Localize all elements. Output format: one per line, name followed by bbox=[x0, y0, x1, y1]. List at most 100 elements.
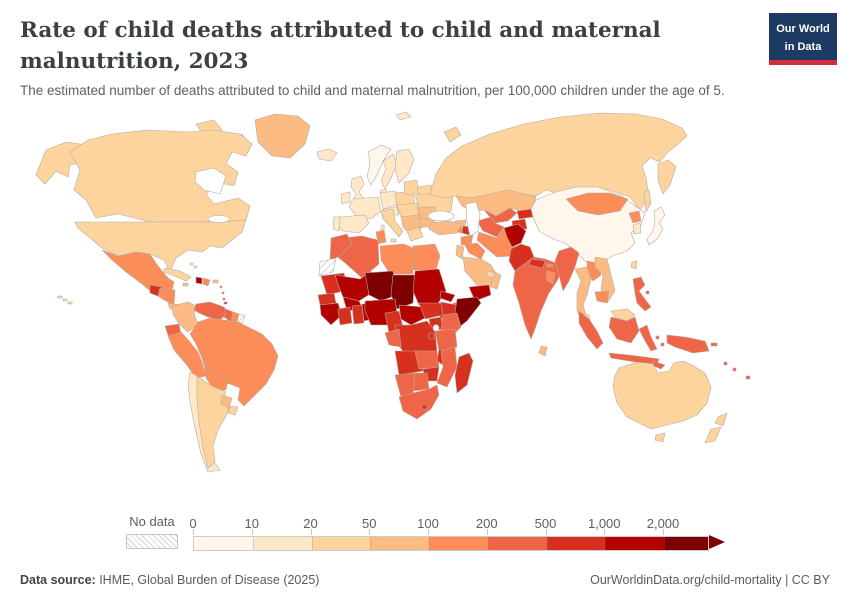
country-syria[interactable] bbox=[460, 234, 474, 246]
region-senegal-gambia[interactable] bbox=[317, 292, 337, 306]
country-kyrgyzstan[interactable] bbox=[516, 208, 534, 220]
country-mali[interactable] bbox=[334, 270, 376, 302]
country-cuba[interactable] bbox=[163, 267, 192, 282]
country-taiwan[interactable] bbox=[630, 260, 638, 270]
country-india[interactable] bbox=[512, 256, 563, 340]
country-mongolia[interactable] bbox=[565, 192, 629, 216]
country-nepal[interactable] bbox=[528, 258, 546, 269]
legend-bin-2000+[interactable] bbox=[664, 537, 708, 550]
island-sulawesi[interactable] bbox=[638, 324, 658, 352]
country-lesotho[interactable] bbox=[421, 404, 428, 410]
islands-lesser-antilles[interactable] bbox=[219, 285, 226, 301]
country-ireland[interactable] bbox=[340, 191, 351, 205]
country-myanmar[interactable] bbox=[554, 246, 580, 292]
country-greenland[interactable] bbox=[254, 113, 311, 159]
legend-bin-500-1000[interactable] bbox=[546, 537, 606, 550]
country-south-korea[interactable] bbox=[632, 222, 642, 235]
country-finland[interactable] bbox=[394, 148, 415, 184]
islands-hawaii[interactable] bbox=[57, 295, 73, 305]
island-novaya-zemlya[interactable] bbox=[443, 126, 462, 143]
legend-bin-50-100[interactable] bbox=[370, 537, 429, 550]
region-central-europe[interactable] bbox=[396, 202, 420, 218]
country-puerto-rico[interactable] bbox=[212, 279, 219, 284]
region-uae-qatar[interactable] bbox=[485, 270, 496, 279]
territory-western-sahara[interactable] bbox=[318, 257, 337, 277]
country-philippines[interactable] bbox=[632, 276, 652, 312]
country-sudan[interactable] bbox=[412, 268, 447, 306]
country-libya[interactable] bbox=[379, 243, 414, 275]
peninsula-kamchatka[interactable] bbox=[657, 159, 677, 195]
islands-melanesia[interactable] bbox=[723, 361, 751, 380]
island-tasmania[interactable] bbox=[654, 432, 666, 443]
country-paraguay[interactable] bbox=[220, 394, 233, 409]
country-trinidad-tobago[interactable] bbox=[223, 301, 228, 305]
country-bhutan[interactable] bbox=[546, 263, 554, 268]
country-bolivia[interactable] bbox=[203, 361, 229, 391]
world-map[interactable] bbox=[0, 100, 850, 512]
island-sicily[interactable] bbox=[390, 238, 397, 243]
country-dominican-republic[interactable] bbox=[202, 277, 211, 287]
country-turkey[interactable] bbox=[428, 220, 463, 236]
country-papua-new-guinea[interactable] bbox=[666, 334, 710, 354]
country-peru[interactable] bbox=[167, 331, 207, 379]
country-iceland[interactable] bbox=[316, 148, 338, 162]
country-usa[interactable] bbox=[74, 219, 247, 273]
islands-visayas[interactable] bbox=[645, 290, 650, 295]
country-haiti[interactable] bbox=[195, 276, 203, 285]
legend-bin-0-10[interactable] bbox=[194, 537, 253, 550]
country-cambodia[interactable] bbox=[594, 290, 610, 304]
country-new-zealand-south[interactable] bbox=[704, 426, 722, 444]
country-venezuela[interactable] bbox=[193, 301, 229, 321]
island-new-britain[interactable] bbox=[710, 342, 718, 347]
region-congo-gabon[interactable] bbox=[384, 328, 402, 348]
country-zambia[interactable] bbox=[414, 350, 440, 370]
island-sumatra[interactable] bbox=[578, 310, 604, 350]
country-italy[interactable] bbox=[380, 208, 404, 238]
country-new-zealand-north[interactable] bbox=[714, 412, 728, 427]
country-afghanistan[interactable] bbox=[503, 223, 527, 248]
country-ivory-coast[interactable] bbox=[337, 306, 353, 326]
country-france[interactable] bbox=[348, 196, 382, 220]
country-ghana[interactable] bbox=[351, 304, 365, 325]
region-levant[interactable] bbox=[455, 244, 465, 260]
country-eritrea[interactable] bbox=[439, 290, 456, 303]
islands-svalbard[interactable] bbox=[395, 111, 412, 121]
country-uruguay[interactable] bbox=[227, 405, 239, 416]
country-norway[interactable] bbox=[366, 144, 392, 186]
footer-link[interactable]: OurWorldinData.org/child-mortality | CC … bbox=[590, 573, 830, 587]
country-turkmenistan[interactable] bbox=[476, 216, 505, 238]
country-tanzania[interactable] bbox=[434, 328, 458, 352]
country-jamaica[interactable] bbox=[182, 282, 189, 287]
legend-bin-1000-2000[interactable] bbox=[605, 537, 664, 550]
country-portugal[interactable] bbox=[332, 216, 341, 232]
country-morocco[interactable] bbox=[329, 233, 353, 263]
islands-moluccas[interactable] bbox=[655, 335, 665, 347]
country-honduras-nicaragua[interactable] bbox=[157, 287, 176, 306]
region-rwanda-burundi[interactable] bbox=[428, 332, 435, 340]
legend-color-bar[interactable] bbox=[193, 536, 709, 551]
country-angola[interactable] bbox=[394, 350, 424, 376]
country-malaysia-borneo[interactable] bbox=[610, 308, 636, 322]
country-north-korea[interactable] bbox=[628, 210, 642, 224]
country-mozambique[interactable] bbox=[436, 346, 458, 388]
legend-bin-20-50[interactable] bbox=[311, 537, 371, 550]
region-baltic-states[interactable] bbox=[403, 179, 419, 196]
legend-bin-10-20[interactable] bbox=[252, 537, 312, 550]
island-borneo[interactable] bbox=[608, 316, 640, 344]
legend-bin-200-500[interactable] bbox=[487, 537, 547, 550]
country-australia[interactable] bbox=[612, 360, 712, 430]
islands-bahamas[interactable] bbox=[189, 262, 198, 269]
country-bangladesh[interactable] bbox=[545, 270, 556, 285]
country-central-african-republic[interactable] bbox=[398, 304, 428, 326]
country-sweden[interactable] bbox=[380, 153, 398, 190]
country-egypt[interactable] bbox=[412, 243, 441, 271]
country-tunisia[interactable] bbox=[375, 229, 387, 245]
legend-bin-100-200[interactable] bbox=[429, 537, 488, 550]
owid-logo[interactable]: Our World in Data bbox=[769, 13, 837, 65]
country-germany[interactable] bbox=[379, 190, 398, 210]
country-iraq[interactable] bbox=[464, 242, 486, 260]
country-japan[interactable] bbox=[646, 206, 666, 246]
country-sri-lanka[interactable] bbox=[538, 345, 548, 357]
country-greece[interactable] bbox=[406, 226, 424, 242]
region-guinea-sierra-leone-liberia[interactable] bbox=[319, 302, 343, 326]
